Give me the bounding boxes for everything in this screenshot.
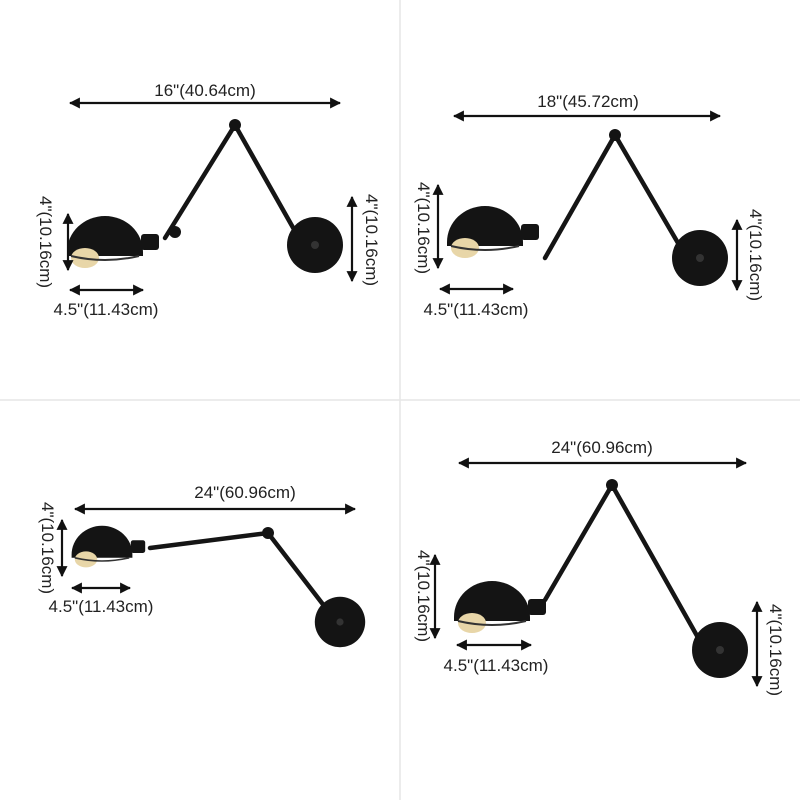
width-label: 18"(45.72cm) xyxy=(537,92,638,111)
shade-width-label: 4.5"(11.43cm) xyxy=(54,300,159,319)
lamp-illustration xyxy=(453,479,748,678)
width-label: 16"(40.64cm) xyxy=(154,81,255,100)
shade-width-label: 4.5"(11.43cm) xyxy=(444,656,549,675)
panel-16-inch: 16"(40.64cm) 4"(10.16cm) 4"(10.16cm) 4.5… xyxy=(36,81,381,319)
panel-24-inch-extended: 24"(60.96cm) 4"(10.16cm) 4.5"(11.43cm) xyxy=(38,483,366,648)
width-label: 24"(60.96cm) xyxy=(194,483,295,502)
plate-height-label: 4"(10.16cm) xyxy=(766,604,785,696)
shade-height-label: 4"(10.16cm) xyxy=(38,502,57,594)
lamp-illustration xyxy=(66,119,343,273)
shade-width-label: 4.5"(11.43cm) xyxy=(49,597,154,616)
panel-24-inch-folded: 24"(60.96cm) 4"(10.16cm) 4"(10.16cm) 4.5… xyxy=(414,438,785,696)
plate-height-label: 4"(10.16cm) xyxy=(746,209,765,301)
shade-height-label: 4"(10.16cm) xyxy=(414,182,433,274)
panel-18-inch: 18"(45.72cm) 4"(10.16cm) 4"(10.16cm) 4.5… xyxy=(414,92,765,319)
lamp-illustration xyxy=(446,129,728,286)
lamp-illustration xyxy=(70,524,366,648)
shade-height-label: 4"(10.16cm) xyxy=(414,550,433,642)
shade-width-label: 4.5"(11.43cm) xyxy=(424,300,529,319)
plate-height-label: 4"(10.16cm) xyxy=(362,194,381,286)
shade-height-label: 4"(10.16cm) xyxy=(36,196,55,288)
width-label: 24"(60.96cm) xyxy=(551,438,652,457)
